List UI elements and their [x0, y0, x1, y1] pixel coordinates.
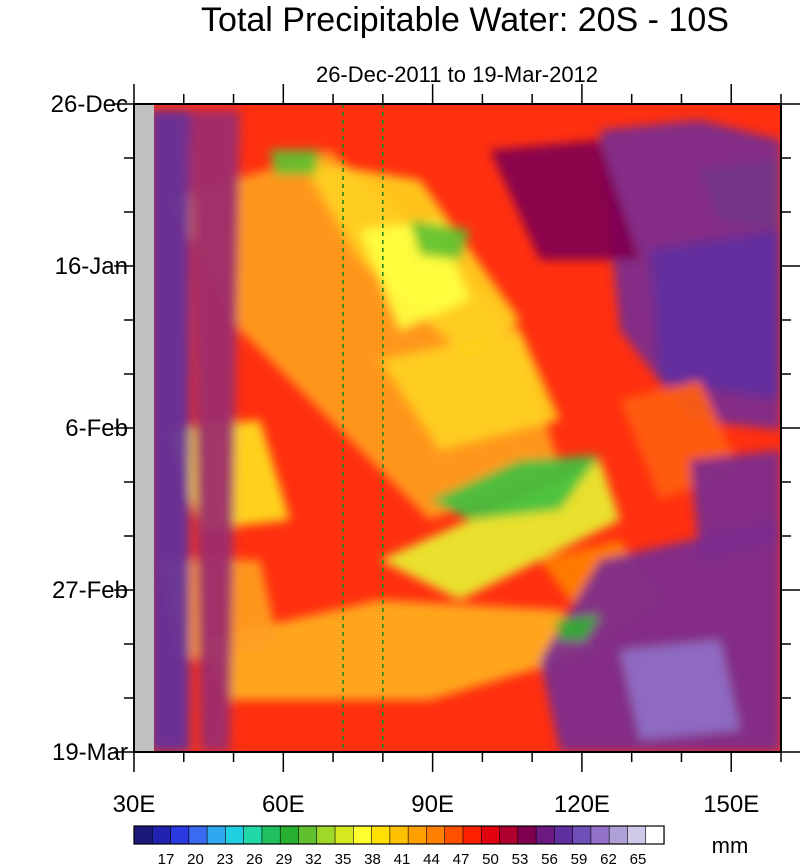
- field-region-6: [270, 150, 320, 175]
- colorbar-swatch: [151, 825, 172, 845]
- y-tick-label: 19-Mar: [52, 739, 128, 766]
- field-region-14: [650, 230, 781, 400]
- colorbar-swatch: [371, 825, 391, 845]
- colorbar-swatch: [225, 825, 245, 845]
- field-region-7: [410, 220, 470, 260]
- chart-title: Total Precipitable Water: 20S - 10S: [201, 1, 729, 39]
- colorbar-swatch: [407, 825, 428, 845]
- colorbar-swatch: [608, 825, 629, 845]
- colorbar-swatch: [499, 825, 519, 845]
- field-region-19: [190, 110, 240, 752]
- colorbar-label: 29: [276, 851, 293, 867]
- y-tick-label: 6-Feb: [65, 415, 128, 442]
- field-region-17: [490, 140, 640, 260]
- x-tick-label: 120E: [554, 791, 610, 818]
- colorbar-swatch: [444, 825, 464, 845]
- colorbar-label: 53: [512, 851, 529, 867]
- colorbar-swatch: [426, 825, 446, 845]
- colorbar-swatch: [480, 825, 501, 845]
- field-region-18: [150, 110, 190, 752]
- colorbar-unit-label: mm: [712, 833, 749, 858]
- colorbar-swatch: [316, 825, 336, 845]
- field-region-9: [380, 330, 560, 450]
- colorbar-frame: [133, 825, 665, 845]
- colorbar-label: 17: [158, 851, 175, 867]
- field-region-22: [690, 450, 781, 560]
- y-tick-label: 16-Jan: [55, 253, 128, 280]
- colorbar-label: 65: [630, 851, 647, 867]
- colorbar-swatch: [590, 825, 610, 845]
- colorbar-label: 32: [305, 851, 322, 867]
- colorbar-swatch: [206, 825, 226, 845]
- y-tick-label: 27-Feb: [52, 577, 128, 604]
- field-region-8: [200, 600, 600, 700]
- colorbar-label: 50: [482, 851, 499, 867]
- colorbar-label: 44: [423, 851, 440, 867]
- colorbar-swatch: [298, 825, 318, 845]
- colorbar-swatch: [334, 825, 354, 845]
- colorbar-swatch: [188, 825, 208, 845]
- x-tick-label: 60E: [262, 791, 305, 818]
- colorbar-label: 62: [600, 851, 617, 867]
- colorbar-swatch: [279, 825, 300, 845]
- colorbar-swatch: [572, 825, 592, 845]
- colorbar-label: 56: [541, 851, 558, 867]
- colorbar-swatch: [535, 825, 555, 845]
- colorbar-label: 35: [335, 851, 352, 867]
- x-tick-label: 30E: [113, 791, 156, 818]
- y-tick-label: 26-Dec: [51, 91, 128, 118]
- colorbar-swatch: [353, 825, 373, 845]
- colorbar-swatch: [389, 825, 409, 845]
- colorbar-swatch: [645, 825, 665, 845]
- colorbar-label: 59: [571, 851, 588, 867]
- x-tick-label: 150E: [703, 791, 759, 818]
- colorbar-swatch: [133, 825, 153, 845]
- colorbar-swatch: [243, 825, 263, 845]
- colorbar-label: 41: [394, 851, 411, 867]
- colorbar-swatch: [554, 825, 574, 845]
- colorbar-swatch: [170, 825, 190, 845]
- field-region-20: [555, 615, 600, 640]
- field-region-4: [430, 455, 600, 520]
- colorbar-label: 20: [187, 851, 204, 867]
- colorbar-label: 47: [453, 851, 470, 867]
- field-region-16: [620, 640, 740, 740]
- chart-subtitle: 26-Dec-2011 to 19-Mar-2012: [316, 62, 598, 87]
- x-tick-label: 90E: [411, 791, 454, 818]
- colorbar-swatch: [627, 825, 647, 845]
- colorbar-swatch: [517, 825, 537, 845]
- colorbar-swatch: [462, 825, 482, 845]
- colorbar-label: 38: [364, 851, 381, 867]
- missing-data-strip: [134, 104, 154, 752]
- colorbar-label: 26: [246, 851, 263, 867]
- colorbar-swatch: [261, 825, 281, 845]
- colorbar-label: 23: [217, 851, 234, 867]
